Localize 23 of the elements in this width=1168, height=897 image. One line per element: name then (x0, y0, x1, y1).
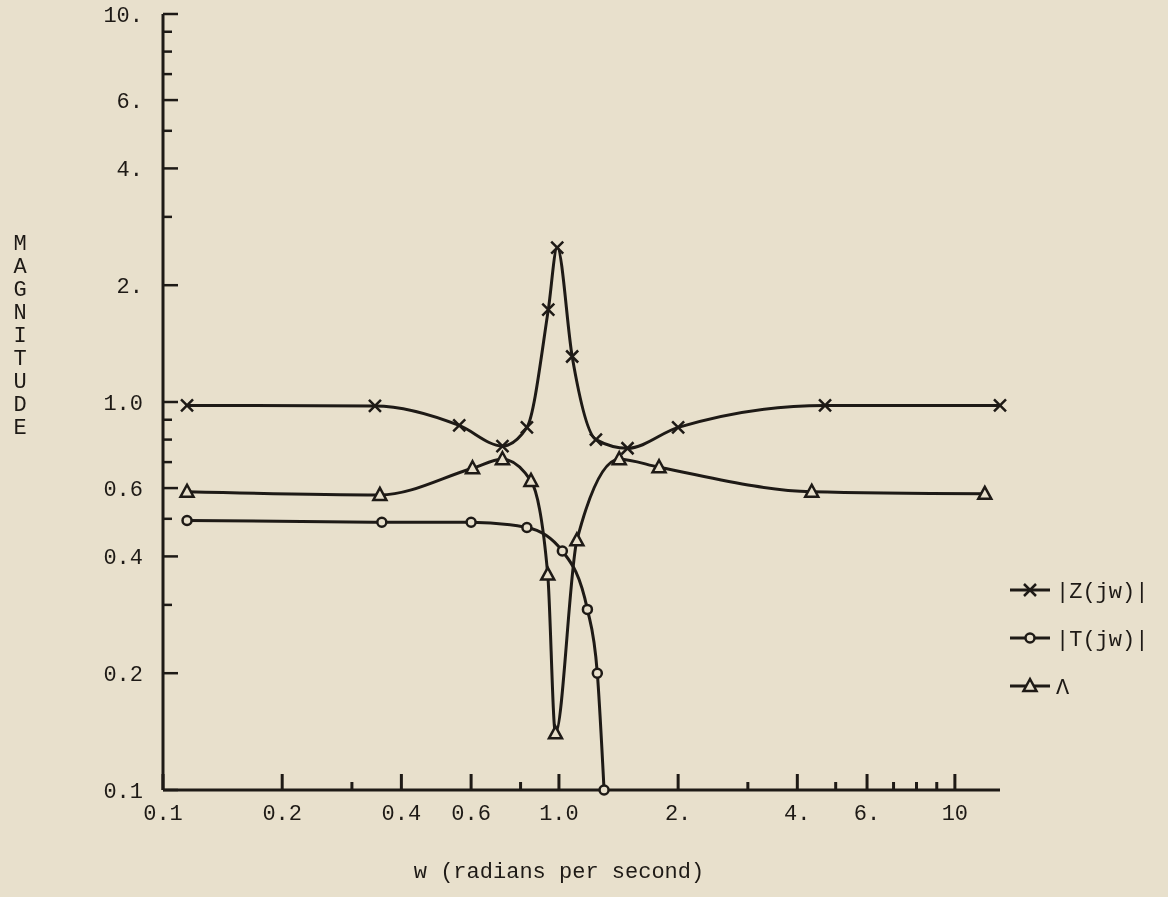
x-tick-label: 4. (784, 802, 811, 827)
y-tick-label: 0.6 (103, 477, 143, 503)
x-axis-title: w (radians per second) (413, 860, 705, 885)
legend-label: |T(jw)| (1056, 627, 1149, 653)
y-tick-label: 2. (116, 274, 143, 300)
legend-label: |Z(jw)| (1056, 579, 1149, 605)
x-tick-label: 6. (853, 802, 881, 827)
y-tick-label: 0.2 (103, 662, 143, 688)
y-tick-label: 0.4 (103, 546, 143, 572)
x-tick-label: 0.2 (262, 802, 302, 827)
text: MAGNITUDE (13, 232, 27, 441)
y-tick-label: 4. (116, 158, 143, 184)
y-tick-label: 10. (103, 3, 143, 29)
legend-label: Λ (1056, 675, 1070, 701)
y-tick-label: 1.0 (103, 391, 143, 417)
y-tick-label: 6. (116, 89, 143, 115)
x-tick-label: 0.4 (381, 802, 422, 827)
y-tick-label: 0.1 (103, 779, 143, 805)
x-tick-label: 10 (941, 802, 969, 827)
x-tick-label: 0.1 (143, 802, 183, 827)
x-tick-label: 0.6 (451, 802, 491, 827)
x-tick-label: 1.0 (539, 802, 579, 827)
x-tick-label: 2. (664, 802, 692, 827)
